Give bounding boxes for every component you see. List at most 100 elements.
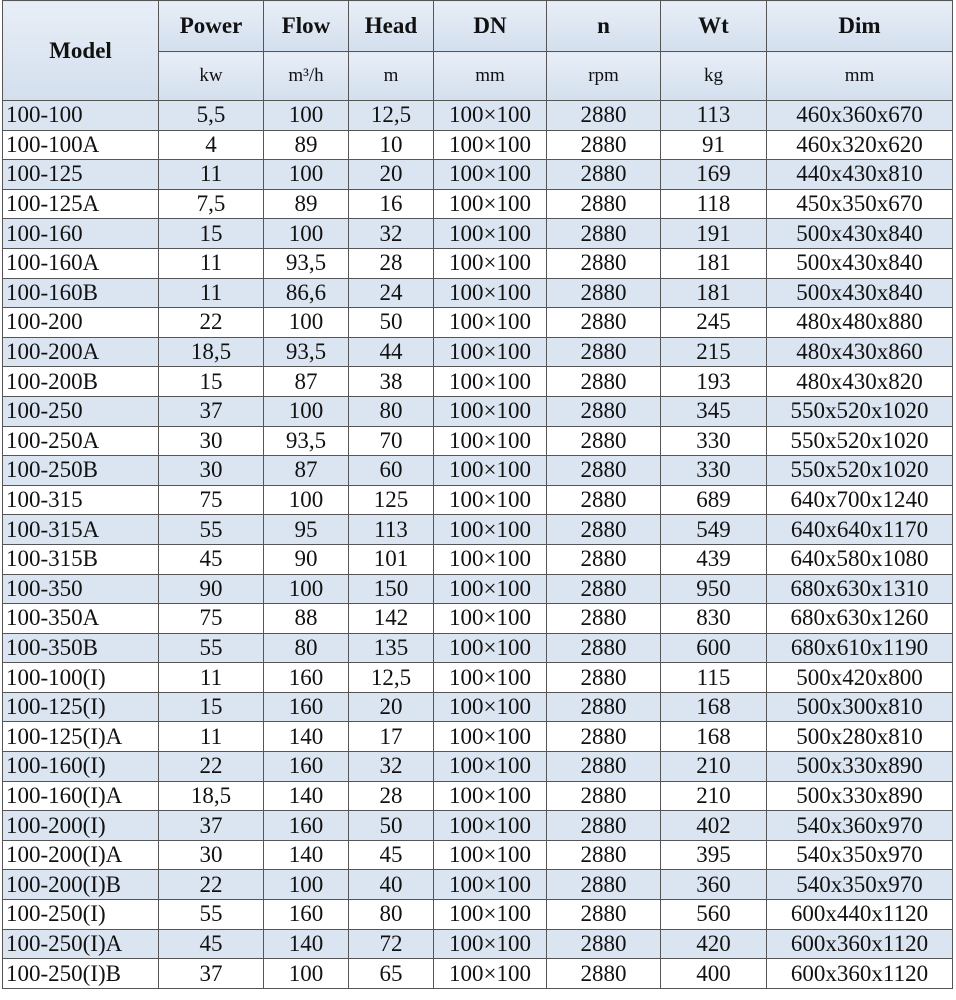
table-cell: 95 [263,514,349,545]
table-cell: 680x630x1310 [766,573,953,605]
model-cell: 100-125A [2,188,159,220]
table-cell: 500x430x840 [766,218,953,249]
table-cell: 100 [263,395,349,427]
table-cell: 135 [348,632,434,664]
table-row: 100-250 37 100 80 100×100 2880 345 550x520x1020 [2,395,953,427]
table-cell: 100×100 [433,455,547,486]
table-cell: 45 [158,543,264,575]
table-cell: 118 [660,188,767,220]
table-row: 100-160(I)A 18,5 140 28 100×100 2880 210 500x33… [2,780,953,812]
unit-cell: m³/h [263,51,349,101]
table-cell: 125 [348,484,434,516]
table-cell: 2880 [546,514,661,545]
table-cell: 40 [348,869,434,901]
model-cell: 100-100A [2,129,159,161]
table-cell: 15 [158,218,264,249]
table-cell: 2880 [546,869,661,901]
table-row: 100-160A 11 93,5 28 100×100 2880 181 500x430x84… [2,247,953,279]
model-cell: 100-160B [2,277,159,309]
table-cell: 160 [263,691,349,723]
table-cell: 2880 [546,425,661,457]
table-cell: 75 [158,484,264,516]
table-row: 100-200A 18,5 93,5 44 100×100 2880 215 480x430x… [2,336,953,368]
table-cell: 93,5 [263,336,349,368]
table-cell: 2880 [546,543,661,575]
table-cell: 100 [263,958,349,989]
table-row: 100-160B 11 86,6 24 100×100 2880 181 500x430x84… [2,277,953,309]
unit-cell: m [348,51,434,101]
table-cell: 500x330x890 [766,751,953,782]
table-cell: 395 [660,839,767,871]
model-cell: 100-315A [2,514,159,545]
model-cell: 100-160A [2,247,159,279]
table-cell: 75 [158,603,264,634]
header-cell: DN [433,0,547,52]
table-cell: 17 [348,721,434,753]
model-cell: 100-200(I) [2,810,159,841]
table-cell: 100 [263,869,349,901]
table-cell: 100 [263,100,349,131]
table-cell: 16 [348,188,434,220]
table-cell: 22 [158,869,264,901]
table-row: 100-250B 30 87 60 100×100 2880 330 550x520x1020 [2,455,953,486]
table-cell: 100×100 [433,543,547,575]
table-cell: 101 [348,543,434,575]
table-cell: 90 [263,543,349,575]
table-cell: 80 [263,632,349,664]
table-cell: 160 [263,899,349,930]
table-cell: 100×100 [433,810,547,841]
table-row: 100-160 15 100 32 100×100 2880 191 500x430x840 [2,218,953,249]
table-cell: 93,5 [263,425,349,457]
table-cell: 360 [660,869,767,901]
table-cell: 2880 [546,277,661,309]
model-cell: 100-350B [2,632,159,664]
model-cell: 100-125(I)A [2,721,159,753]
table-cell: 2880 [546,484,661,516]
table-row: 100-200 22 100 50 100×100 2880 245 480x480x880 [2,307,953,338]
table-cell: 2880 [546,780,661,812]
table-cell: 2880 [546,455,661,486]
table-cell: 93,5 [263,247,349,279]
table-cell: 100×100 [433,839,547,871]
table-cell: 600x360x1120 [766,958,953,989]
table-cell: 2880 [546,810,661,841]
table-cell: 24 [348,277,434,309]
table-cell: 18,5 [158,780,264,812]
table-cell: 88 [263,603,349,634]
table-cell: 100 [263,307,349,338]
table-cell: 15 [158,366,264,397]
table-cell: 100×100 [433,395,547,427]
model-cell: 100-250 [2,395,159,427]
table-cell: 10 [348,129,434,161]
table-cell: 420 [660,928,767,960]
model-cell: 100-315B [2,543,159,575]
table-row: 100-200(I)A 30 140 45 100×100 2880 395 540x350x… [2,839,953,871]
table-cell: 550x520x1020 [766,425,953,457]
model-cell: 100-160 [2,218,159,249]
table-cell: 89 [263,129,349,161]
table-cell: 2880 [546,218,661,249]
table-cell: 100×100 [433,662,547,693]
header-cell: Model [2,0,159,101]
table-cell: 560 [660,899,767,930]
table-cell: 55 [158,632,264,664]
table-cell: 50 [348,810,434,841]
table-cell: 44 [348,336,434,368]
table-cell: 80 [348,395,434,427]
table-cell: 11 [158,247,264,279]
table-row: 100-350B 55 80 135 100×100 2880 600 680x610x119… [2,632,953,664]
table-cell: 480x430x860 [766,336,953,368]
table-cell: 100×100 [433,514,547,545]
table-cell: 640x580x1080 [766,543,953,575]
table-cell: 640x700x1240 [766,484,953,516]
model-cell: 100-250B [2,455,159,486]
table-cell: 181 [660,277,767,309]
table-cell: 100×100 [433,129,547,161]
table-cell: 100×100 [433,899,547,930]
table-row: 100-160(I) 22 160 32 100×100 2880 210 500x330x8… [2,751,953,782]
table-cell: 87 [263,366,349,397]
table-cell: 140 [263,721,349,753]
header-cell: Dim [766,0,953,52]
table-cell: 680x630x1260 [766,603,953,634]
table-cell: 2880 [546,839,661,871]
